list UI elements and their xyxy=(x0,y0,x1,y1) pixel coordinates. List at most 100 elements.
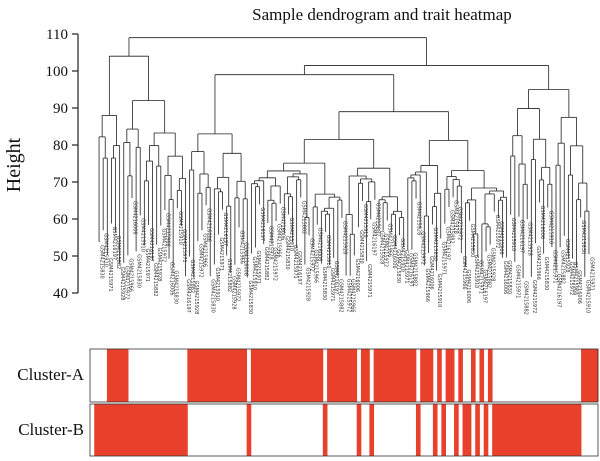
leaf-label: GSM4215971 xyxy=(440,242,446,276)
leaf-label: GSM4215830 xyxy=(99,245,105,279)
leaf-label: GSM4215928 xyxy=(119,267,125,301)
heatmap-cell xyxy=(339,349,345,402)
heatmap-cell xyxy=(513,404,518,456)
leaf-label: GSM4215966 xyxy=(572,262,578,296)
leaf-label: GSM4216197 xyxy=(481,269,487,303)
leaf-label: GSM4216006 xyxy=(428,256,434,290)
heatmap-cell xyxy=(589,349,595,402)
heatmap-cell xyxy=(445,349,451,402)
leaf-label: GSM4215971 xyxy=(551,250,557,284)
heatmap-cell xyxy=(161,404,167,456)
heatmap-cell xyxy=(458,349,463,402)
heatmap-cell xyxy=(471,349,476,402)
heatmap-cell xyxy=(399,349,404,402)
heatmap-cell xyxy=(526,404,531,456)
heatmap-cell xyxy=(149,404,154,456)
heatmap-cell xyxy=(111,349,116,402)
trait-heatmap: Cluster-A Cluster-B xyxy=(17,348,599,457)
heatmap-cell xyxy=(530,404,535,456)
leaf-label: GSM4215928 xyxy=(378,231,384,265)
leaf-label: GSM4215971 xyxy=(144,248,150,282)
leaf-label: GSM4215966 xyxy=(201,233,207,267)
leaf-label: GSM4215972 xyxy=(383,234,389,268)
heatmap-cell xyxy=(547,404,552,456)
leaf-label: GSM4215910 xyxy=(140,218,146,252)
heatmap-cell xyxy=(534,404,540,456)
heatmap-cell xyxy=(466,404,472,456)
heatmap-cell xyxy=(225,349,231,402)
heatmap-cell xyxy=(259,349,264,402)
leaf-label: GSM4215882 xyxy=(337,279,343,313)
heatmap-cell xyxy=(538,404,544,456)
leaf-label: GSM4215966 xyxy=(239,230,245,264)
heatmap-cell xyxy=(208,349,214,402)
leaf-label: GSM4216197 xyxy=(259,207,265,241)
leaf-label: GSM4215882 xyxy=(374,203,380,237)
heatmap-cell xyxy=(217,349,222,402)
heatmap-cell xyxy=(432,404,438,456)
y-tick-label: 40 xyxy=(53,286,68,302)
heatmap-cell xyxy=(322,404,328,456)
heatmap-cell xyxy=(504,404,510,456)
heatmap-cell xyxy=(115,349,121,402)
leaf-labels: GSM4215830GSM4215910GSM4215971GSM4216197… xyxy=(99,200,595,315)
y-tick-label: 90 xyxy=(53,101,68,117)
leaf-label: GSM4216006 xyxy=(576,270,582,304)
heatmap-cell xyxy=(509,404,514,456)
leaf-label: GSM4215928 xyxy=(304,267,310,301)
leaf-label: GSM4215966 xyxy=(387,223,393,257)
heatmap-cell xyxy=(318,349,324,402)
chart-title: Sample dendrogram and trait heatmap xyxy=(252,5,512,24)
heatmap-cell xyxy=(183,404,188,456)
leaf-label: GSM4215882 xyxy=(189,259,195,293)
heatmap-cell xyxy=(267,349,273,402)
leaf-label: GSM4215910 xyxy=(214,267,220,301)
heatmap-cell xyxy=(106,349,112,402)
leaf-label: GSM4215928 xyxy=(341,221,347,255)
leaf-label: GSM4215882 xyxy=(411,253,417,287)
heatmap-cell xyxy=(581,349,586,402)
leaf-label: GSM4216006 xyxy=(539,205,545,239)
heatmap-cell xyxy=(153,404,159,456)
leaf-label: GSM4215972 xyxy=(309,238,315,272)
leaf-label: GSM4216006 xyxy=(354,258,360,292)
leaf-label: GSM4216006 xyxy=(502,261,508,295)
leaf-label: GSM4216006 xyxy=(280,207,286,241)
leaf-label: GSM4216006 xyxy=(391,235,397,269)
heatmap-cell xyxy=(221,349,226,402)
heatmap-cell xyxy=(191,349,197,402)
leaf-label: GSM4215830 xyxy=(432,227,438,261)
heatmap-cell xyxy=(352,349,358,402)
leaf-label: GSM4215910 xyxy=(584,280,590,314)
heatmap-cell xyxy=(593,349,599,402)
heatmap-cell xyxy=(123,404,129,456)
heatmap-cell xyxy=(119,404,125,456)
heatmap-cell xyxy=(517,404,523,456)
leaf-label: GSM4216197 xyxy=(222,213,228,247)
leaf-label: GSM4215928 xyxy=(416,202,422,236)
leaf-label: GSM4216197 xyxy=(185,279,191,313)
heatmap-cell xyxy=(297,349,303,402)
heatmap-cell xyxy=(542,404,548,456)
leaf-label: GSM4215830 xyxy=(321,267,327,301)
heatmap-cell xyxy=(170,404,176,456)
trait-label: Cluster-A xyxy=(17,365,84,384)
heatmap-cell xyxy=(386,349,391,402)
leaf-label: GSM4215971 xyxy=(292,245,298,279)
heatmap-cell xyxy=(187,349,192,402)
leaf-label: GSM4216006 xyxy=(317,228,323,262)
leaf-label: GSM4215971 xyxy=(107,258,113,292)
y-tick-label: 110 xyxy=(46,27,68,43)
leaf-label: GSM4216197 xyxy=(296,251,302,285)
y-tick-label: 70 xyxy=(53,175,68,191)
leaf-label: GSM4215882 xyxy=(115,236,121,270)
leaf-label: GSM4215910 xyxy=(251,256,257,290)
leaf-label: GSM4215882 xyxy=(523,281,529,315)
heatmap-cell xyxy=(166,404,171,456)
heatmap-cell xyxy=(327,349,332,402)
heatmap-cell xyxy=(572,404,578,456)
leaf-label: GSM4215910 xyxy=(473,255,479,289)
leaf-label: GSM4215966 xyxy=(424,268,430,302)
leaf-label: GSM4215966 xyxy=(535,246,541,280)
